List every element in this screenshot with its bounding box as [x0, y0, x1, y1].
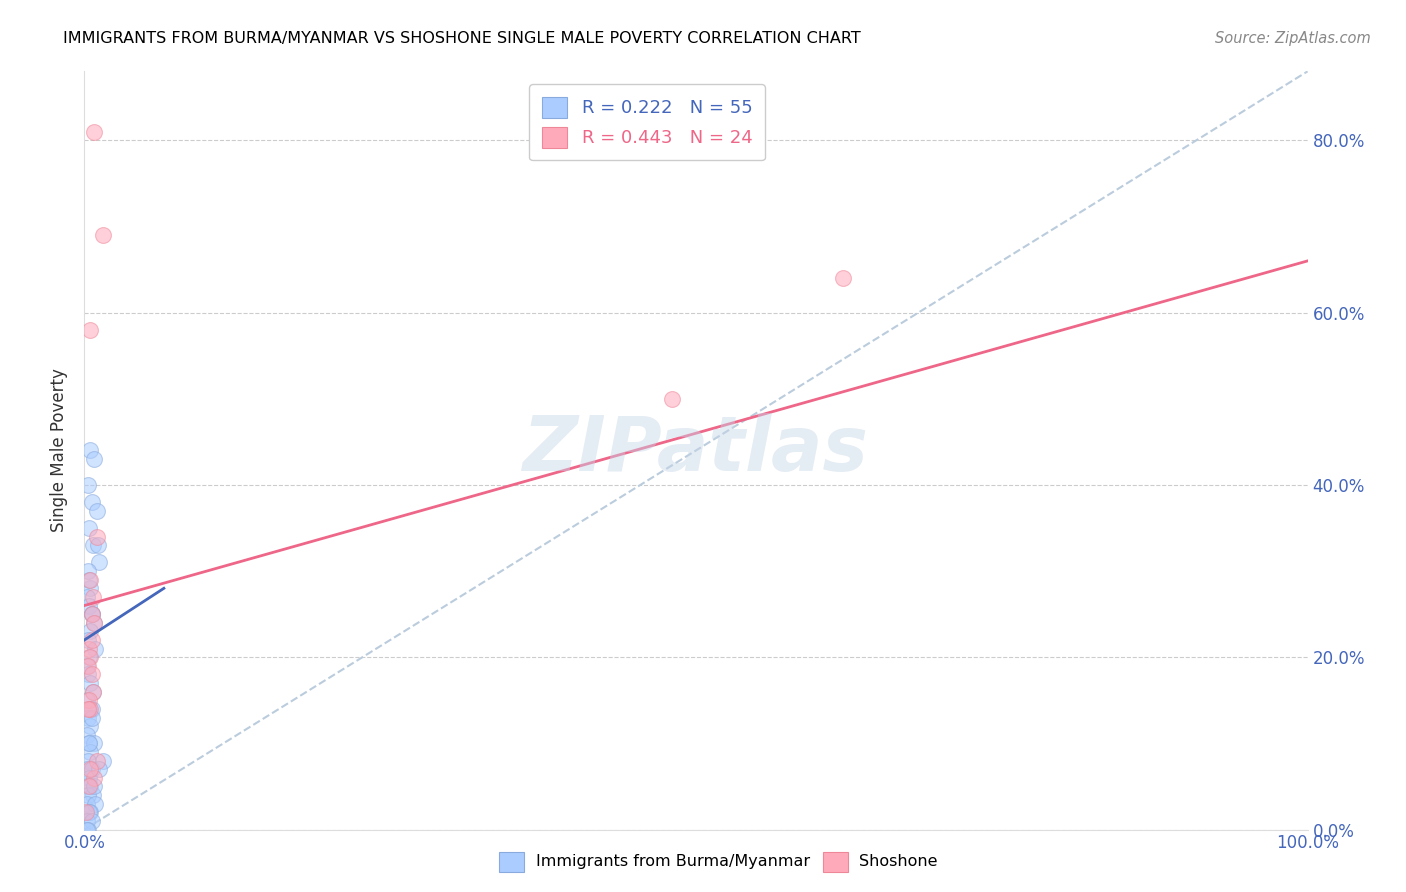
Point: [79, 762, 101, 776]
Point: [76, 780, 98, 794]
Point: [79, 650, 101, 665]
Point: [80, 495, 103, 509]
Text: Immigrants from Burma/Myanmar: Immigrants from Burma/Myanmar: [536, 855, 810, 870]
Point: [82, 684, 104, 698]
Point: [79, 702, 101, 716]
Point: [83, 736, 105, 750]
Point: [82, 590, 104, 604]
Point: [91, 228, 114, 243]
Point: [77, 736, 100, 750]
Point: [79, 805, 101, 820]
Point: [77, 780, 100, 794]
Point: [83, 771, 105, 785]
Text: Source: ZipAtlas.com: Source: ZipAtlas.com: [1215, 31, 1371, 46]
Point: [80, 814, 103, 828]
Point: [77, 658, 100, 673]
Point: [77, 710, 100, 724]
Text: Shoshone: Shoshone: [859, 855, 938, 870]
Y-axis label: Single Male Poverty: Single Male Poverty: [51, 368, 69, 533]
Point: [82, 788, 104, 802]
Point: [77, 788, 100, 802]
Point: [80, 762, 103, 776]
Point: [77, 771, 100, 785]
Point: [80, 633, 103, 648]
Legend: R = 0.222   N = 55, R = 0.443   N = 24: R = 0.222 N = 55, R = 0.443 N = 24: [529, 84, 765, 161]
Point: [79, 573, 101, 587]
Point: [76, 762, 98, 776]
Point: [79, 719, 101, 733]
Point: [79, 323, 101, 337]
Point: [79, 582, 101, 596]
Point: [87, 556, 110, 570]
Point: [79, 745, 101, 759]
FancyBboxPatch shape: [499, 852, 524, 872]
Point: [77, 702, 100, 716]
Point: [83, 125, 105, 139]
Point: [76, 797, 98, 811]
Point: [87, 762, 110, 776]
Point: [79, 443, 101, 458]
Point: [77, 702, 100, 716]
Point: [83, 780, 105, 794]
Point: [77, 521, 100, 535]
Point: [79, 780, 101, 794]
Point: [79, 624, 101, 639]
Text: ZIPatlas: ZIPatlas: [523, 414, 869, 487]
Point: [75, 805, 97, 820]
Point: [77, 599, 100, 613]
Point: [77, 633, 100, 648]
Point: [76, 590, 98, 604]
Point: [83, 615, 105, 630]
Point: [83, 452, 105, 467]
Point: [76, 814, 98, 828]
Point: [80, 607, 103, 622]
Point: [76, 822, 98, 837]
Point: [661, 392, 683, 406]
Point: [84, 797, 107, 811]
Point: [86, 754, 108, 768]
Point: [77, 667, 100, 681]
Point: [77, 805, 100, 820]
Point: [76, 658, 98, 673]
Point: [80, 607, 103, 622]
Point: [86, 504, 108, 518]
Point: [77, 736, 100, 750]
Point: [91, 754, 114, 768]
Point: [80, 702, 103, 716]
Point: [76, 728, 98, 742]
Point: [76, 693, 98, 707]
Point: [79, 676, 101, 690]
FancyBboxPatch shape: [823, 852, 848, 872]
Point: [80, 607, 103, 622]
Point: [82, 538, 104, 552]
Point: [86, 530, 108, 544]
Point: [77, 822, 100, 837]
Point: [77, 641, 100, 656]
Point: [87, 538, 110, 552]
Point: [83, 615, 105, 630]
Point: [77, 478, 100, 492]
Point: [831, 271, 853, 285]
Text: IMMIGRANTS FROM BURMA/MYANMAR VS SHOSHONE SINGLE MALE POVERTY CORRELATION CHART: IMMIGRANTS FROM BURMA/MYANMAR VS SHOSHON…: [63, 31, 860, 46]
Point: [82, 684, 104, 698]
Point: [84, 641, 107, 656]
Point: [80, 710, 103, 724]
Point: [77, 573, 100, 587]
Point: [77, 650, 100, 665]
Point: [80, 667, 103, 681]
Point: [77, 693, 100, 707]
Point: [77, 564, 100, 578]
Point: [77, 754, 100, 768]
